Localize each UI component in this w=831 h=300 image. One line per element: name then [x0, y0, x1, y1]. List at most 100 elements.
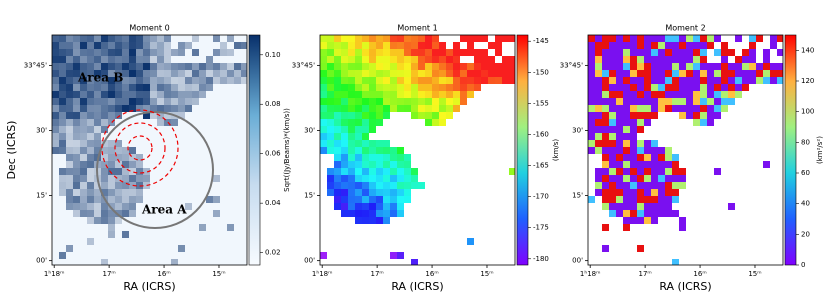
map-cell — [658, 70, 665, 77]
x-tick-label: 16ᵐ — [425, 270, 438, 278]
area-b-circle — [101, 109, 179, 187]
map-cell — [115, 217, 122, 224]
map-cell — [623, 84, 630, 91]
map-cell — [108, 147, 115, 154]
map-cell — [418, 91, 425, 98]
map-cell — [355, 70, 362, 77]
map-cell — [327, 49, 334, 56]
x-tick-label: 1ʰ18ᵐ — [312, 270, 333, 278]
x-tick-label: 17ᵐ — [638, 270, 651, 278]
map-cell — [129, 91, 136, 98]
map-cell — [637, 42, 644, 49]
map-cell — [665, 56, 672, 63]
map-cell — [341, 140, 348, 147]
map-cell — [481, 70, 488, 77]
map-cell — [348, 189, 355, 196]
map-cell — [150, 63, 157, 70]
map-cell — [404, 189, 411, 196]
map-cell — [369, 84, 376, 91]
map-cell — [101, 91, 108, 98]
map-cell — [411, 182, 418, 189]
map-cell — [115, 154, 122, 161]
map-cell — [101, 140, 108, 147]
map-cell — [341, 77, 348, 84]
map-cell — [602, 105, 609, 112]
map-cell — [334, 140, 341, 147]
map-cell — [623, 210, 630, 217]
map-cell — [362, 196, 369, 203]
panel-title: Moment 1 — [397, 24, 437, 33]
map-cell — [341, 196, 348, 203]
map-cell — [383, 189, 390, 196]
map-cell — [595, 70, 602, 77]
map-cell — [651, 84, 658, 91]
map-cell — [192, 70, 199, 77]
map-cell — [362, 91, 369, 98]
map-cell — [122, 42, 129, 49]
map-cell — [714, 63, 721, 70]
map-cell — [101, 189, 108, 196]
map-cell — [658, 98, 665, 105]
map-cell — [749, 77, 756, 84]
map-cell — [341, 56, 348, 63]
map-cell — [334, 196, 341, 203]
map-cell — [80, 70, 87, 77]
map-cell — [334, 189, 341, 196]
map-cell — [595, 105, 602, 112]
map-cell — [644, 70, 651, 77]
map-cell — [609, 63, 616, 70]
x-axis-label: RA (ICRS) — [391, 280, 443, 293]
map-cell — [150, 70, 157, 77]
map-cell — [602, 35, 609, 42]
map-cell — [439, 49, 446, 56]
map-cell — [383, 49, 390, 56]
map-cell — [369, 70, 376, 77]
map-cell — [397, 175, 404, 182]
map-cell — [404, 84, 411, 91]
map-cell — [143, 112, 150, 119]
map-cell — [714, 49, 721, 56]
map-cell — [192, 91, 199, 98]
map-cell — [341, 182, 348, 189]
map-cell — [763, 56, 770, 63]
map-cell — [362, 175, 369, 182]
map-cell — [446, 91, 453, 98]
map-cell — [129, 175, 136, 182]
map-cell — [80, 112, 87, 119]
map-cell — [756, 77, 763, 84]
map-cell — [94, 105, 101, 112]
map-cell — [101, 259, 108, 265]
map-cell — [234, 77, 241, 84]
map-cell — [80, 98, 87, 105]
map-cell — [623, 175, 630, 182]
map-cell — [376, 210, 383, 217]
map-cell — [495, 49, 502, 56]
map-cell — [651, 63, 658, 70]
map-cell — [658, 161, 665, 168]
map-cell — [665, 70, 672, 77]
map-cell — [115, 210, 122, 217]
map-cell — [94, 84, 101, 91]
map-cell — [178, 49, 185, 56]
map-cell — [157, 35, 164, 42]
map-cell — [66, 245, 73, 252]
map-cell — [432, 105, 439, 112]
map-cell — [602, 70, 609, 77]
map-cell — [637, 126, 644, 133]
colorbar-label: Sqrt((Jy/Beams)*(km/s)) — [283, 108, 291, 192]
map-cell — [404, 105, 411, 112]
map-cell — [616, 112, 623, 119]
map-cell — [749, 56, 756, 63]
map-cell — [467, 84, 474, 91]
map-cell — [616, 119, 623, 126]
map-cell — [334, 112, 341, 119]
map-cell — [383, 42, 390, 49]
map-cell — [672, 210, 679, 217]
map-cell — [474, 49, 481, 56]
map-cell — [637, 245, 644, 252]
map-cell — [644, 119, 651, 126]
map-cell — [129, 161, 136, 168]
map-cell — [742, 63, 749, 70]
map-cell — [143, 63, 150, 70]
map-cell — [630, 203, 637, 210]
